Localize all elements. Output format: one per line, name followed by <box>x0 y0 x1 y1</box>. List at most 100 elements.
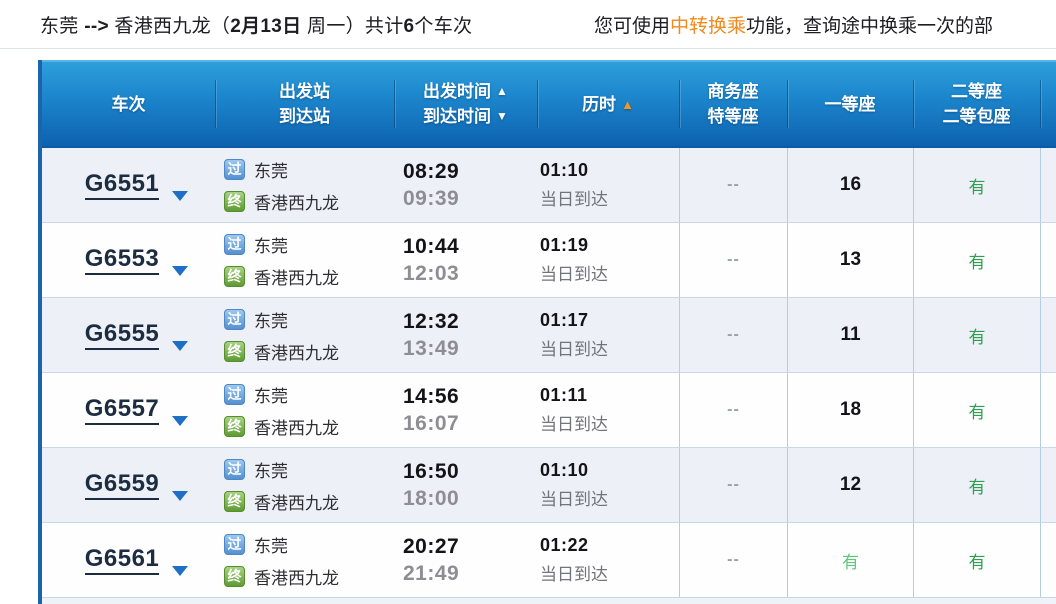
duration: 01:11 <box>540 385 588 405</box>
from-station: 东莞 <box>40 16 85 37</box>
to-station: 香港西九龙（ <box>114 16 231 37</box>
business-seat-cell: -- <box>679 448 787 522</box>
duration: 01:22 <box>540 535 589 555</box>
col-header-second-class: 二等座 二等包座 <box>913 60 1040 148</box>
clipped-cell <box>1040 148 1056 222</box>
route-summary: 东莞 --> 香港西九龙（2月13日 周一）共计6个车次 <box>40 11 472 38</box>
second-class-cell: 有 <box>913 448 1040 522</box>
terminal-station-icon: 终 <box>224 190 245 212</box>
first-class-cell: 13 <box>787 223 913 297</box>
expand-caret-icon[interactable] <box>172 341 189 351</box>
clipped-cell <box>1040 448 1056 522</box>
train-number-link[interactable]: G6553 <box>84 245 160 275</box>
first-class-cell: 18 <box>787 373 913 447</box>
train-number-link[interactable]: G6551 <box>84 170 160 200</box>
duration: 01:19 <box>540 235 589 255</box>
train-number-link[interactable]: G6561 <box>84 545 160 575</box>
transfer-feature-link[interactable]: 中转换乘 <box>670 16 747 37</box>
business-seat-cell: -- <box>679 223 787 297</box>
col-header-train-no: 车次 <box>111 94 146 114</box>
count-suffix: 个车次 <box>414 16 473 37</box>
depart-time: 12:32 <box>403 309 460 333</box>
train-number-link[interactable]: G6559 <box>84 470 160 500</box>
second-class-cell: 有 <box>913 223 1040 297</box>
clipped-cell <box>1040 373 1056 447</box>
arrival-day: 当日到达 <box>540 265 608 284</box>
arrive-station: 香港西九龙 <box>254 568 339 588</box>
first-class-cell: 有 <box>787 523 913 597</box>
business-seat-cell: -- <box>679 373 787 447</box>
expand-caret-icon[interactable] <box>172 191 189 201</box>
depart-station: 东莞 <box>254 161 288 181</box>
arrive-time: 12:03 <box>403 261 460 285</box>
duration-sort-active-icon[interactable]: ▲ <box>621 96 634 112</box>
depart-station: 东莞 <box>254 236 288 256</box>
arrival-day: 当日到达 <box>540 415 608 434</box>
col-header-clipped <box>1040 60 1056 148</box>
business-seat-cell: -- <box>679 523 787 597</box>
duration: 01:17 <box>540 310 589 330</box>
depart-station: 东莞 <box>254 386 288 406</box>
pass-station-icon: 过 <box>224 233 245 255</box>
second-class-cell: 有 <box>913 373 1040 447</box>
query-summary-bar: 东莞 --> 香港西九龙（2月13日 周一）共计6个车次 您可使用中转换乘功能，… <box>0 0 1056 49</box>
terminal-station-icon: 终 <box>224 565 245 587</box>
expand-caret-icon[interactable] <box>172 266 189 276</box>
train-count: 6 <box>403 16 415 37</box>
depart-station: 东莞 <box>254 536 288 556</box>
business-seat-cell: -- <box>679 298 787 372</box>
pass-station-icon: 过 <box>224 158 245 180</box>
arrival-day: 当日到达 <box>540 340 608 359</box>
col-header-stations: 出发站 到达站 <box>215 60 394 148</box>
first-class-cell: 11 <box>787 298 913 372</box>
depart-station: 东莞 <box>254 311 288 331</box>
train-row-g6553: G6553 过东莞 终香港西九龙 10:44 12:03 01:19 当日到达 … <box>42 223 1056 298</box>
expand-caret-icon[interactable] <box>172 566 189 576</box>
train-number-link[interactable]: G6557 <box>84 395 160 425</box>
train-list-table: 车次 出发站 到达站 出发时间 ▲ 到达时间 ▼ 历时 ▲ 商务座 特等座 一等座 二… <box>38 60 1056 604</box>
col-header-business-class: 商务座 特等座 <box>679 60 787 148</box>
arrive-time: 09:39 <box>403 186 460 210</box>
train-row-g6551: G6551 过东莞 终香港西九龙 08:29 09:39 01:10 当日到达 … <box>42 148 1056 223</box>
first-class-cell: 12 <box>787 448 913 522</box>
clipped-cell <box>1040 523 1056 597</box>
weekday-label: 周一）共计 <box>301 16 404 37</box>
train-row-g6555: G6555 过东莞 终香港西九龙 12:32 13:49 01:17 当日到达 … <box>42 298 1056 373</box>
pass-station-icon: 过 <box>224 383 245 405</box>
col-header-duration-sort[interactable]: 历时 ▲ <box>537 60 679 148</box>
pass-station-icon: 过 <box>224 533 245 555</box>
second-class-cell: 有 <box>913 298 1040 372</box>
second-class-cell: 有 <box>913 148 1040 222</box>
depart-time: 20:27 <box>403 534 460 558</box>
arrive-station: 香港西九龙 <box>254 268 339 288</box>
terminal-station-icon: 终 <box>224 265 245 287</box>
train-number-link[interactable]: G6555 <box>84 320 160 350</box>
arrival-day: 当日到达 <box>540 190 608 209</box>
sort-desc-icon[interactable]: ▼ <box>496 109 508 123</box>
second-class-cell: 有 <box>913 523 1040 597</box>
pass-station-icon: 过 <box>224 308 245 330</box>
arrival-day: 当日到达 <box>540 490 608 509</box>
depart-time: 14:56 <box>403 384 460 408</box>
depart-time: 10:44 <box>403 234 460 258</box>
expand-caret-icon[interactable] <box>172 491 189 501</box>
col-header-times-sort[interactable]: 出发时间 ▲ 到达时间 ▼ <box>394 60 537 148</box>
arrive-time: 13:49 <box>403 336 460 360</box>
arrive-station: 香港西九龙 <box>254 193 339 213</box>
clipped-cell <box>1040 298 1056 372</box>
duration: 01:10 <box>540 460 589 480</box>
expand-caret-icon[interactable] <box>172 416 189 426</box>
business-seat-cell: -- <box>679 148 787 222</box>
notice-text-post: 功能，查询途中换乘一次的部 <box>746 16 994 37</box>
sort-asc-icon[interactable]: ▲ <box>496 84 508 98</box>
arrive-station: 香港西九龙 <box>254 493 339 513</box>
terminal-station-icon: 终 <box>224 340 245 362</box>
col-header-first-class: 一等座 <box>787 60 913 148</box>
arrive-time: 16:07 <box>403 411 460 435</box>
terminal-station-icon: 终 <box>224 490 245 512</box>
route-arrow: --> <box>84 16 115 37</box>
pass-station-icon: 过 <box>224 458 245 480</box>
train-row-g6557: G6557 过东莞 终香港西九龙 14:56 16:07 01:11 当日到达 … <box>42 373 1056 448</box>
arrive-time: 18:00 <box>403 486 460 510</box>
